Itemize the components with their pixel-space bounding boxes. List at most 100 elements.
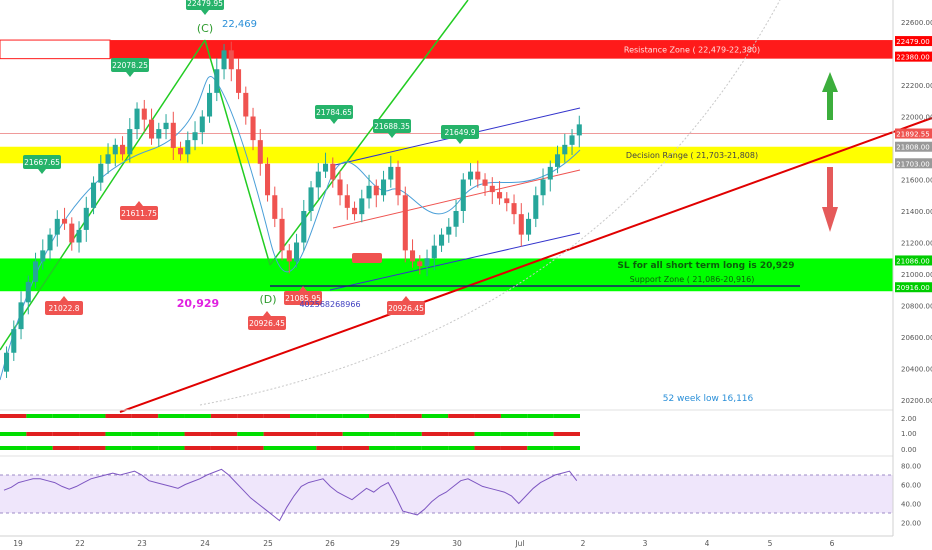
- strip-segment: [290, 414, 317, 418]
- candle-body: [40, 250, 46, 262]
- week-low-label: 52 week low 16,116: [663, 394, 754, 404]
- candle-body: [98, 163, 104, 183]
- strip-segment: [210, 414, 238, 418]
- strip-segment: [79, 432, 106, 436]
- price-badge: [895, 128, 932, 139]
- candle-body: [576, 124, 582, 136]
- candle-body: [569, 135, 575, 145]
- strip-segment: [184, 414, 211, 418]
- annotation-text: 21688.35: [374, 122, 410, 131]
- annotation-box: [120, 206, 158, 220]
- candle-body: [294, 242, 300, 262]
- price-badge: [895, 36, 932, 47]
- annotation-pointer: [456, 139, 464, 144]
- annotation-box: [111, 58, 149, 72]
- candle-body: [163, 122, 169, 130]
- price-tick: 20200.00: [901, 397, 932, 405]
- annotation-text: 22078.25: [112, 61, 148, 70]
- annotation-box: [315, 105, 353, 119]
- wave-d-label: (D): [259, 293, 276, 306]
- price-tick: 21200.00: [901, 240, 932, 248]
- indicator-strips: 2.00 1.00 0.00: [0, 409, 917, 454]
- arrow-down-icon: [822, 167, 838, 232]
- channel-lower: [329, 232, 581, 291]
- strip-segment: [474, 432, 501, 436]
- candle-body: [272, 195, 278, 219]
- time-tick: 6: [830, 539, 835, 548]
- rsi-band: [0, 475, 893, 513]
- price-badge-text: 20916.00: [896, 284, 929, 292]
- candle-body: [301, 211, 307, 243]
- strip-segment: [527, 432, 554, 436]
- zone-label-support: Support Zone ( 21,086-20,916): [630, 275, 755, 284]
- candle-body: [315, 171, 321, 188]
- strip-segment: [263, 432, 290, 436]
- candle-body: [431, 245, 437, 259]
- candle-body: [221, 50, 227, 70]
- strip-segment: [395, 446, 422, 450]
- zone-decision: [110, 146, 893, 164]
- candle-body: [482, 179, 488, 186]
- candle-body: [439, 234, 445, 246]
- strip-segment: [421, 432, 449, 436]
- annotation-box: [373, 119, 411, 133]
- candle-body: [410, 250, 416, 262]
- price-badge-text: 21086.00: [896, 257, 929, 265]
- candle-body: [250, 116, 256, 141]
- strip-segment: [26, 432, 53, 436]
- candle-body: [141, 108, 147, 120]
- strip-segment: [263, 446, 290, 450]
- strip-segment: [0, 432, 27, 436]
- rsi-pane: 80.00 60.00 40.00 20.00: [0, 455, 921, 528]
- price-badge-text: 21808.00: [896, 144, 929, 152]
- candle-body: [11, 329, 17, 353]
- arrow-up-icon: [822, 72, 838, 120]
- time-tick: 29: [390, 539, 400, 548]
- candle-body: [395, 166, 401, 196]
- strip-segment: [448, 446, 475, 450]
- candle-body: [25, 281, 31, 303]
- strip-segment: [500, 432, 528, 436]
- candle-body: [243, 92, 249, 117]
- annotation-box: [284, 291, 322, 305]
- candle-body: [468, 171, 474, 180]
- strip-segment: [131, 432, 159, 436]
- candle-body: [62, 218, 68, 224]
- candle-body: [533, 195, 539, 219]
- annotation-pointer: [299, 286, 307, 291]
- strip-segment: [553, 414, 580, 418]
- strip-segment: [500, 414, 528, 418]
- candle-body: [475, 171, 481, 180]
- strip-segment: [52, 432, 80, 436]
- zone-support-left: [0, 258, 110, 292]
- annotation-pointer: [263, 311, 271, 316]
- time-tick: 19: [13, 539, 23, 548]
- candle-body: [214, 69, 220, 93]
- rsi-line: [3, 468, 578, 522]
- strip-segment: [395, 414, 422, 418]
- time-tick: 23: [137, 539, 147, 548]
- price-tick: 20600.00: [901, 334, 932, 342]
- price-badge: [895, 158, 932, 169]
- annotation-box: [441, 125, 479, 139]
- strip-segment: [237, 432, 264, 436]
- strip-segment: [210, 432, 238, 436]
- strip-segment: [52, 446, 80, 450]
- candle-body: [417, 261, 423, 267]
- time-tick: 3: [643, 539, 648, 548]
- candle-body: [120, 144, 126, 155]
- strip-segment: [553, 432, 580, 436]
- candle-body: [511, 203, 517, 215]
- annotation-pointer: [388, 133, 396, 138]
- candle-body: [18, 302, 24, 330]
- price-badge: [895, 282, 932, 293]
- price-badge-text: 22479.00: [896, 38, 929, 46]
- candle-body: [373, 185, 379, 196]
- candle-body: [402, 195, 408, 251]
- candle-body: [323, 163, 329, 172]
- annotation-text: 20926.45: [388, 304, 424, 313]
- price-tick: 22600.00: [901, 19, 932, 27]
- strip-segment: [342, 446, 370, 450]
- candle-body: [359, 198, 365, 215]
- candle-body: [236, 69, 242, 93]
